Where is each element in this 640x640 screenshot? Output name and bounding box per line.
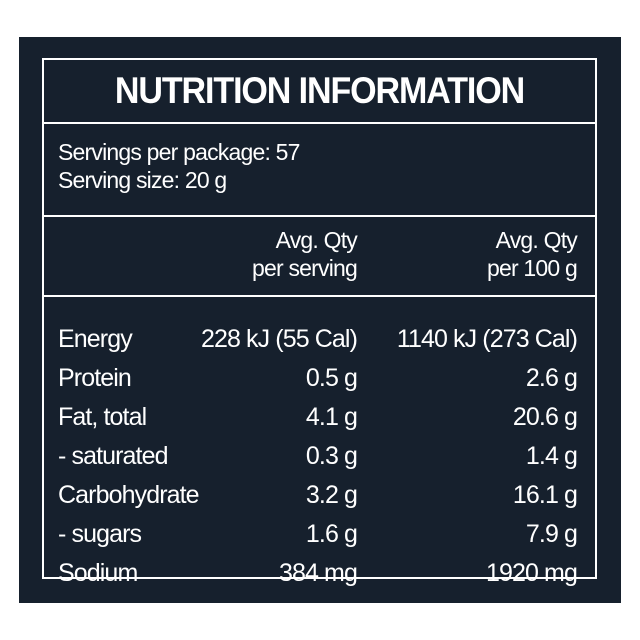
per-100g-value: 7.9 g [525, 520, 578, 548]
nutrient-rows: Energy 228 kJ (55 Cal) 1140 kJ (273 Cal)… [44, 325, 595, 598]
nutrient-row: - saturated 0.3 g 1.4 g [44, 442, 595, 481]
divider [44, 122, 595, 124]
servings-per-package: Servings per package: 57 [58, 139, 300, 165]
servings-block: Servings per package: 57 Serving size: 2… [58, 138, 300, 194]
column-header-line: Avg. Qty [495, 227, 578, 253]
nutrient-label: - saturated [58, 442, 169, 470]
nutrient-label: Protein [58, 364, 132, 392]
per-serving-value: 4.1 g [305, 403, 358, 431]
per-serving-value: 384 mg [279, 559, 358, 587]
per-serving-value: 0.5 g [305, 364, 358, 392]
per-100g-value: 1140 kJ (273 Cal) [396, 325, 578, 353]
per-serving-value: 3.2 g [305, 481, 358, 509]
nutrient-row: - sugars 1.6 g 7.9 g [44, 520, 595, 559]
nutrient-label: Carbohydrate [58, 481, 200, 509]
per-100g-value: 1920 mg [486, 559, 578, 587]
nutrient-row: Carbohydrate 3.2 g 16.1 g [44, 481, 595, 520]
column-header-line: per 100 g [487, 255, 578, 281]
per-serving-value: 1.6 g [305, 520, 358, 548]
nutrition-panel: NUTRITION INFORMATION Servings per packa… [19, 37, 621, 603]
column-header-line: Avg. Qty [275, 227, 358, 253]
divider [44, 295, 595, 297]
nutrient-row: Energy 228 kJ (55 Cal) 1140 kJ (273 Cal) [44, 325, 595, 364]
serving-size: Serving size: 20 g [58, 167, 227, 193]
column-header-per-100g: Avg. Qty per 100 g [487, 226, 578, 282]
nutrient-label: Energy [58, 325, 133, 353]
nutrition-title: NUTRITION INFORMATION [114, 70, 525, 111]
per-serving-value: 228 kJ (55 Cal) [200, 325, 358, 353]
per-100g-value: 20.6 g [512, 403, 578, 431]
nutrient-label: Sodium [58, 559, 138, 587]
nutrient-label: - sugars [58, 520, 142, 548]
nutrition-table: NUTRITION INFORMATION Servings per packa… [42, 58, 597, 587]
per-serving-value: 0.3 g [305, 442, 358, 470]
nutrient-row: Sodium 384 mg 1920 mg [44, 559, 595, 598]
per-100g-value: 2.6 g [525, 364, 578, 392]
nutrient-row: Fat, total 4.1 g 20.6 g [44, 403, 595, 442]
divider [44, 215, 595, 217]
column-header-line: per serving [252, 255, 358, 281]
per-100g-value: 1.4 g [525, 442, 578, 470]
per-100g-value: 16.1 g [512, 481, 578, 509]
column-header-per-serving: Avg. Qty per serving [252, 226, 358, 282]
nutrient-label: Fat, total [58, 403, 147, 431]
nutrient-row: Protein 0.5 g 2.6 g [44, 364, 595, 403]
